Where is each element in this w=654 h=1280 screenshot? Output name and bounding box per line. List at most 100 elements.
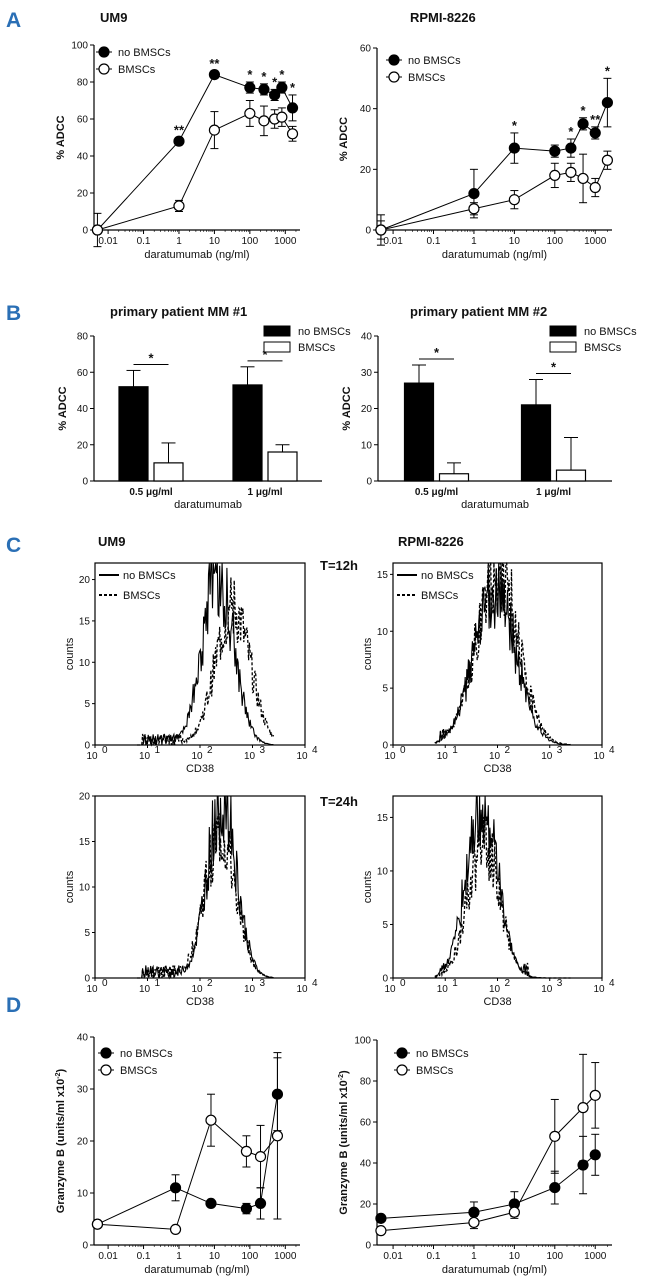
data-point-1 xyxy=(508,1206,520,1218)
x-tick-label: 10 xyxy=(384,751,396,762)
y-tick-label: 20 xyxy=(79,575,91,586)
data-point-1 xyxy=(286,128,299,140)
x-tick-exponent: 2 xyxy=(505,745,511,756)
x-tick-label: 10 xyxy=(593,984,605,995)
data-point-1 xyxy=(589,181,601,194)
legend-label: BMSCs xyxy=(298,342,336,354)
legend-swatch xyxy=(549,341,577,353)
y-tick-label: 0 xyxy=(84,741,90,752)
x-tick-label: 10 xyxy=(509,236,521,247)
x-tick-exponent: 4 xyxy=(609,745,615,756)
y-tick-label: 10 xyxy=(377,627,389,638)
histogram-trace-1 xyxy=(434,812,571,979)
bar-0 xyxy=(520,404,552,482)
y-tick-label: 40 xyxy=(77,1033,89,1044)
y-tick-label: 5 xyxy=(84,699,90,710)
histogram-trace-0 xyxy=(137,795,274,980)
panel-label-b: B xyxy=(6,302,21,325)
histogram-trace-0 xyxy=(137,562,274,746)
x-tick-label: 10 xyxy=(437,751,449,762)
y-tick-label: 15 xyxy=(79,837,91,848)
y-tick-label: 5 xyxy=(84,928,90,939)
y-axis-label: Granzyme B (units/ml x10-2) xyxy=(55,1068,67,1213)
data-point-0 xyxy=(254,1197,267,1210)
y-tick-label: 30 xyxy=(77,1085,89,1096)
x-tick-label: 10 xyxy=(191,984,203,995)
data-point-1 xyxy=(375,1225,387,1237)
chart-title: UM9 xyxy=(100,10,127,25)
y-tick-label: 60 xyxy=(360,1118,372,1129)
legend-label: BMSCs xyxy=(584,342,622,354)
y-axis-label-text: Granzyme B (units/ml x10 xyxy=(55,1079,67,1214)
x-tick-exponent: 3 xyxy=(260,745,266,756)
x-tick-label: 0.01 xyxy=(383,1251,403,1262)
legend-label: BMSCs xyxy=(123,590,161,602)
data-point-1 xyxy=(91,224,104,236)
x-axis-label: CD38 xyxy=(186,763,214,775)
histogram-trace-1 xyxy=(137,577,275,747)
x-tick-label: 0.01 xyxy=(98,1251,118,1262)
x-category-label: 1 μg/ml xyxy=(247,487,282,498)
legend-label: no BMSCs xyxy=(298,326,351,338)
significance-star: * xyxy=(512,118,518,133)
x-tick-exponent: 2 xyxy=(505,978,511,989)
y-tick-label: 0 xyxy=(82,226,88,237)
y-tick-label: 0 xyxy=(82,1241,88,1252)
data-point-1 xyxy=(208,124,221,136)
y-axis-label-end: ) xyxy=(55,1068,67,1072)
data-point-0 xyxy=(601,96,613,109)
data-point-0 xyxy=(508,142,520,154)
data-point-1 xyxy=(577,1102,589,1114)
y-tick-label: 0 xyxy=(382,741,388,752)
x-tick-exponent: 0 xyxy=(102,745,108,756)
significance-star: * xyxy=(568,124,574,139)
bar-0 xyxy=(118,386,149,482)
significance-star: * xyxy=(247,67,253,82)
x-tick-label: 10 xyxy=(244,751,256,762)
x-tick-exponent: 4 xyxy=(312,978,318,989)
legend-label: BMSCs xyxy=(421,590,459,602)
y-tick-label: 10 xyxy=(377,866,389,877)
panel-label-a: A xyxy=(6,9,21,32)
y-tick-label: 40 xyxy=(360,1159,372,1170)
data-point-1 xyxy=(205,1114,217,1126)
data-point-1 xyxy=(508,194,520,206)
bar-1 xyxy=(267,451,298,482)
chart-title: primary patient MM #2 xyxy=(410,304,547,319)
x-tick-label: 1000 xyxy=(584,1251,607,1262)
x-tick-label: 10 xyxy=(384,984,396,995)
y-axis-label: counts xyxy=(64,637,76,670)
legend-label: BMSCs xyxy=(118,64,156,76)
x-tick-label: 1000 xyxy=(584,236,607,247)
x-axis-label: daratumumab xyxy=(461,499,529,511)
x-tick-label: 100 xyxy=(242,236,259,247)
data-point-0 xyxy=(205,1197,217,1210)
x-tick-label: 10 xyxy=(541,751,553,762)
x-tick-label: 1 xyxy=(471,236,477,247)
data-point-1 xyxy=(468,1216,480,1229)
x-tick-exponent: 3 xyxy=(557,745,563,756)
legend-label: BMSCs xyxy=(416,1065,454,1077)
y-axis-label-text: % ADCC xyxy=(338,117,350,161)
y-tick-label: 80 xyxy=(77,78,89,89)
data-point-1 xyxy=(254,1150,267,1163)
y-tick-label: 10 xyxy=(77,1189,89,1200)
x-tick-label: 10 xyxy=(244,984,256,995)
legend-marker xyxy=(98,46,110,58)
data-point-0 xyxy=(468,188,480,200)
x-tick-label: 100 xyxy=(242,1251,259,1262)
x-tick-label: 10 xyxy=(86,751,98,762)
data-point-1 xyxy=(244,107,256,120)
histogram-trace-0 xyxy=(434,795,571,979)
y-tick-label: 60 xyxy=(77,368,89,379)
x-axis-label: daratumumab (ng/ml) xyxy=(442,249,547,261)
data-point-1 xyxy=(549,1130,561,1142)
y-tick-label: 100 xyxy=(71,41,88,52)
data-point-0 xyxy=(258,83,270,96)
y-axis-label: counts xyxy=(362,637,374,670)
x-tick-exponent: 0 xyxy=(400,978,406,989)
legend-label: no BMSCs xyxy=(421,570,474,582)
x-tick-label: 0.1 xyxy=(137,236,151,247)
data-point-1 xyxy=(271,1130,284,1142)
y-tick-label: 20 xyxy=(77,189,89,200)
